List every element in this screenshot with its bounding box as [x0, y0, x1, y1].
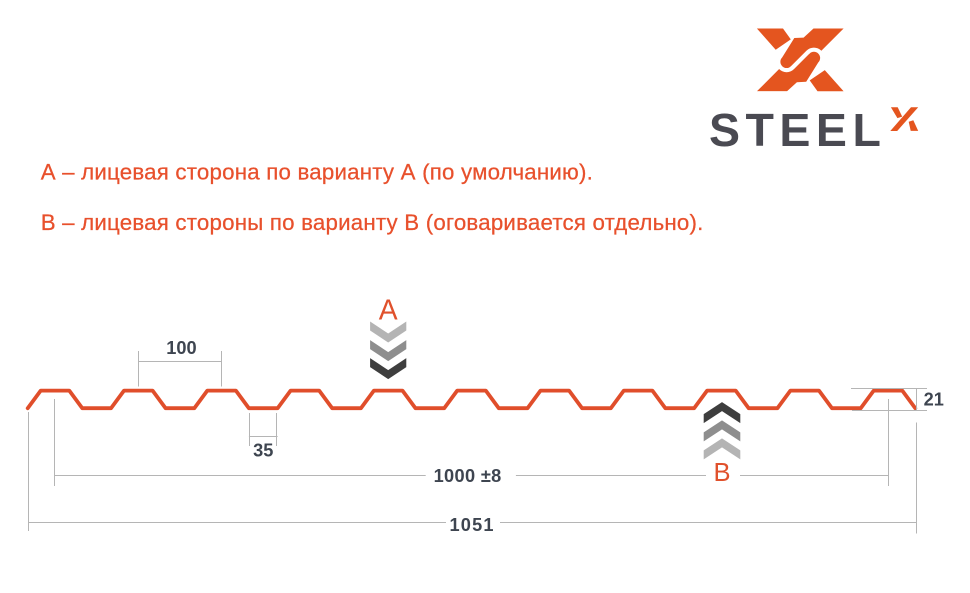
svg-text:STEEL: STEEL	[709, 104, 886, 156]
svg-text:А – лицевая сторона по вариант: А – лицевая сторона по варианту А (по ум…	[41, 159, 593, 184]
svg-text:35: 35	[253, 441, 273, 461]
svg-text:А: А	[379, 294, 398, 326]
svg-text:1051: 1051	[449, 515, 494, 535]
svg-text:1000 ±8: 1000 ±8	[434, 466, 502, 486]
svg-text:100: 100	[166, 338, 196, 358]
svg-text:В – лицевая стороны по вариант: В – лицевая стороны по варианту В (огова…	[41, 210, 704, 235]
svg-text:21: 21	[924, 390, 944, 410]
svg-text:В: В	[713, 459, 730, 487]
